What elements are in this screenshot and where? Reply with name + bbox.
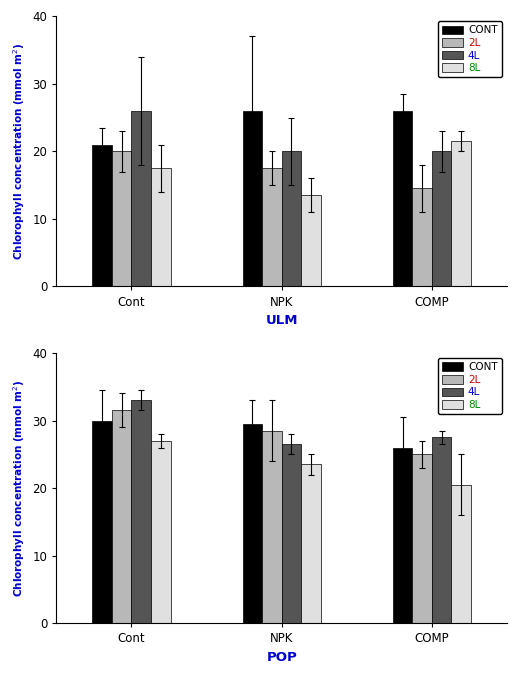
Bar: [151, 441, 170, 623]
Bar: [262, 431, 282, 623]
Bar: [451, 485, 471, 623]
Legend: CONT, 2L, 4L, 8L: CONT, 2L, 4L, 8L: [438, 22, 501, 78]
Bar: [282, 151, 301, 286]
Bar: [242, 424, 262, 623]
Y-axis label: Chlorophyll concentration (mmol m$^{2}$): Chlorophyll concentration (mmol m$^{2}$): [11, 43, 27, 260]
Bar: [432, 151, 451, 286]
Bar: [393, 111, 412, 286]
Bar: [132, 111, 151, 286]
Bar: [151, 168, 170, 286]
Bar: [112, 151, 132, 286]
X-axis label: POP: POP: [266, 651, 297, 664]
Bar: [262, 168, 282, 286]
Y-axis label: Chlorophyll concentration (mmol m$^{2}$): Chlorophyll concentration (mmol m$^{2}$): [11, 379, 27, 597]
Bar: [242, 111, 262, 286]
Bar: [112, 410, 132, 623]
Bar: [301, 464, 321, 623]
X-axis label: ULM: ULM: [265, 314, 298, 327]
Bar: [451, 141, 471, 286]
Bar: [92, 421, 112, 623]
Bar: [412, 454, 432, 623]
Bar: [92, 144, 112, 286]
Bar: [301, 195, 321, 286]
Bar: [412, 188, 432, 286]
Bar: [282, 444, 301, 623]
Bar: [132, 400, 151, 623]
Bar: [432, 437, 451, 623]
Bar: [393, 448, 412, 623]
Legend: CONT, 2L, 4L, 8L: CONT, 2L, 4L, 8L: [438, 358, 501, 414]
